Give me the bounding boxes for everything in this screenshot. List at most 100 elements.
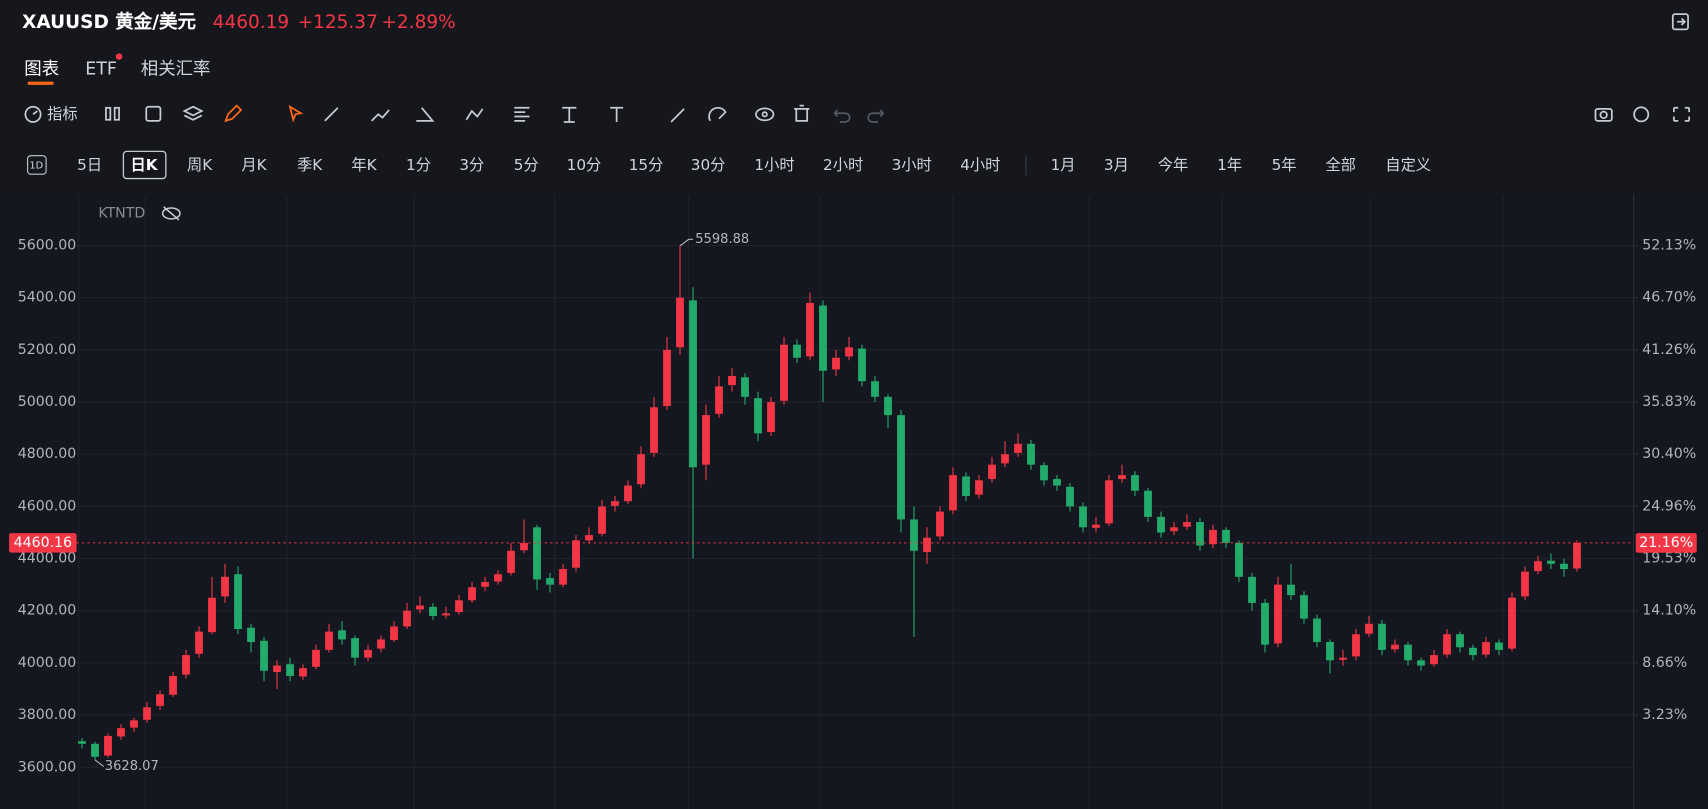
period-button[interactable]: 1月 (1051, 156, 1076, 174)
candle-body (1417, 660, 1425, 666)
candle-body (1365, 623, 1373, 634)
candle-body (663, 349, 671, 406)
period-button[interactable]: 10分 (567, 156, 602, 174)
candle-body (403, 610, 411, 627)
layout-button[interactable] (145, 105, 162, 122)
period-button[interactable]: 1小时 (754, 156, 794, 174)
candle-body (1079, 506, 1087, 528)
candle-body (1014, 443, 1022, 453)
candle-body (429, 606, 437, 616)
candle-body (832, 357, 840, 370)
candle-body (949, 475, 957, 511)
period-button[interactable]: 1年 (1217, 156, 1242, 174)
candle-body (1300, 595, 1308, 619)
tab[interactable]: 相关汇率 (141, 60, 211, 80)
collapse-button[interactable] (1671, 13, 1689, 31)
period-button[interactable]: 3分 (459, 156, 484, 174)
candle-body (195, 631, 203, 654)
undo-button[interactable] (833, 109, 851, 123)
period-button[interactable]: 3小时 (892, 156, 932, 174)
period-button[interactable]: 今年 (1158, 156, 1188, 174)
period-button[interactable]: 周K (187, 156, 213, 174)
candle-body (650, 407, 658, 453)
period-button[interactable]: 5年 (1272, 156, 1297, 174)
candle-body (1560, 563, 1568, 570)
settings-button[interactable] (1633, 106, 1650, 123)
legend-visibility[interactable] (161, 206, 181, 221)
period-button[interactable]: 全部 (1325, 156, 1355, 174)
candle-body (234, 574, 242, 630)
candle-body (845, 347, 853, 357)
screenshot-button[interactable] (1594, 108, 1613, 122)
candle-body (1352, 634, 1360, 657)
pattern-tool[interactable] (465, 108, 484, 121)
y2-tick-label: 19.53% (1642, 551, 1696, 567)
candle-body (416, 605, 424, 610)
fib-tool[interactable] (514, 106, 530, 122)
candle-body (377, 639, 385, 649)
period-button[interactable]: 季K (297, 156, 323, 174)
candle-body (689, 300, 697, 468)
candle-body (975, 480, 983, 495)
candle-body (143, 707, 151, 720)
indicator-button[interactable]: 指标 (24, 105, 78, 123)
delete-button[interactable] (794, 104, 810, 122)
text-tool[interactable] (610, 106, 624, 122)
indicator-label: 指标 (47, 105, 77, 123)
change-pct: +2.89% (381, 12, 455, 33)
candle-body (1469, 647, 1477, 656)
candle-body (871, 381, 879, 397)
period-button[interactable]: 5分 (514, 156, 539, 174)
measure-tool[interactable] (562, 106, 577, 123)
last-pct-label: 21.16% (1639, 535, 1693, 551)
tab[interactable]: 图表 (24, 60, 59, 80)
price: 4460.19 (213, 12, 290, 33)
channel-tool[interactable] (371, 109, 390, 122)
period-button[interactable]: 4小时 (960, 156, 1000, 174)
leader-line (94, 759, 105, 767)
candle-body (572, 540, 580, 568)
y-tick-label: 5600.00 (18, 238, 76, 254)
period-button[interactable]: 5日 (77, 156, 102, 174)
period-button[interactable]: 15分 (629, 156, 664, 174)
candle-body (1521, 571, 1529, 597)
y-tick-label: 5200.00 (18, 342, 76, 358)
period-button[interactable]: 自定义 (1385, 156, 1431, 174)
candle-body (858, 348, 866, 382)
angle-tool[interactable] (416, 107, 435, 122)
period-button[interactable]: 30分 (691, 156, 726, 174)
candle-body (1222, 529, 1230, 543)
candle-body (637, 454, 645, 485)
period-button[interactable]: 日K (131, 156, 159, 174)
candle-body (897, 415, 905, 520)
candle-body (338, 630, 346, 640)
cursor-button[interactable] (288, 104, 304, 123)
candle-body (546, 578, 554, 585)
candle-body (221, 576, 229, 597)
draw-button[interactable] (224, 104, 243, 123)
eye-slash (163, 206, 180, 221)
period-button[interactable]: 2小时 (823, 156, 863, 174)
line-tool[interactable] (324, 107, 339, 122)
candle-body (507, 550, 515, 573)
tab[interactable]: ETF (85, 60, 117, 80)
candle-body (923, 537, 931, 553)
candle-body (260, 640, 268, 671)
layers-button[interactable] (182, 105, 204, 121)
brush-tool[interactable] (670, 108, 685, 123)
candle-body (1482, 642, 1490, 655)
period-button[interactable]: 1D (29, 161, 43, 172)
candle-body (325, 631, 333, 650)
visibility-button[interactable] (755, 107, 775, 122)
y-tick-label: 3600.00 (18, 759, 76, 775)
candle-type-button[interactable] (105, 106, 120, 121)
fullscreen-button[interactable] (1673, 106, 1691, 122)
chart: 3600.00 3800.00 4000.00 4200.00 4400.00 4600.… (9, 193, 1697, 809)
period-button[interactable]: 年K (351, 156, 377, 174)
magnet-tool[interactable] (708, 106, 727, 122)
period-button[interactable]: 3月 (1104, 156, 1129, 174)
period-button[interactable]: 月K (241, 156, 267, 174)
period-button[interactable]: 1分 (406, 156, 431, 174)
redo-button[interactable] (867, 109, 885, 123)
